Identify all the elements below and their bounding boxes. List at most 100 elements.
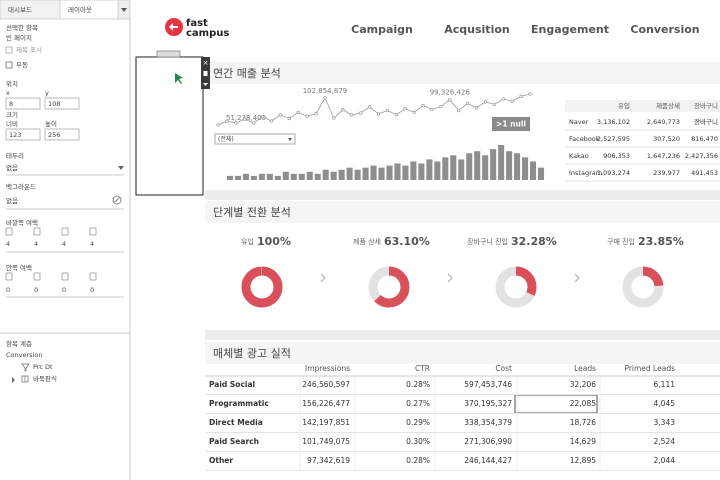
sales-bar (418, 163, 425, 180)
padding-value[interactable]: 0 (62, 286, 66, 294)
logo-mark (169, 23, 178, 31)
table-cell: 3,343 (654, 418, 676, 427)
padding-value[interactable]: 4 (62, 240, 66, 248)
table-header: Primed Leads (624, 364, 675, 373)
drag-handle[interactable] (156, 50, 181, 58)
sales-bar (282, 171, 289, 180)
dropdown-value[interactable]: 없음 (6, 197, 18, 205)
sales-bar (234, 175, 241, 180)
input[interactable] (44, 128, 80, 141)
checkbox[interactable] (5, 46, 13, 54)
sales-bar (394, 163, 401, 180)
sales-point (367, 105, 372, 109)
table-header: 제품상세 (656, 101, 680, 110)
nav-item[interactable]: Conversion (630, 23, 699, 36)
section-gap (205, 190, 720, 200)
tab-menu-icon (121, 8, 127, 12)
padding-icon (61, 227, 69, 236)
sales-bar (250, 175, 257, 180)
donut-arc (495, 266, 537, 308)
sales-bar (498, 145, 505, 180)
nav-item[interactable]: Engagement (531, 23, 609, 36)
donut-arc (622, 266, 664, 308)
stage-rate: 100% (257, 235, 291, 248)
input[interactable] (5, 97, 41, 110)
input[interactable] (5, 128, 41, 141)
table-cell: 338,354,379 (464, 418, 512, 427)
padding-value[interactable]: 4 (6, 240, 10, 248)
sales-point (492, 102, 496, 107)
sales-point (439, 104, 443, 109)
field-label: 백그라운드 (6, 182, 36, 191)
sales-point (385, 108, 390, 113)
sales-bar (226, 175, 234, 180)
table-header: 장바구니 (694, 101, 718, 110)
sales-point (234, 121, 238, 125)
no-color-icon[interactable] (112, 195, 122, 205)
sales-bar (450, 155, 457, 180)
tree-root[interactable]: Conversion (6, 351, 42, 359)
dropdown-icon (118, 166, 124, 170)
selected-heading: 선택한 항목 (6, 23, 38, 32)
menu-icon[interactable] (203, 83, 208, 86)
padding-value[interactable]: 0 (34, 286, 38, 294)
stage-name: 구매 진입 (607, 237, 635, 246)
input[interactable] (44, 97, 80, 110)
padding-value[interactable]: 4 (34, 240, 38, 248)
padding-value[interactable]: 4 (90, 240, 94, 248)
table-cell: 0.28% (406, 456, 430, 465)
section-header (205, 62, 720, 84)
sidebar: 대시보드 레이아웃 선택한 항목 빈 페이지 제목 표시 부동 위치 x y 8… (0, 0, 131, 480)
dropdown-value[interactable]: 없음 (6, 164, 18, 172)
table-cell: 2,427,356 (685, 152, 718, 160)
sales-point (278, 113, 283, 117)
table-cell: 2,527,595 (597, 135, 630, 143)
table-cell: 3,136,102 (597, 118, 630, 126)
padding-icon (61, 272, 69, 281)
sales-point (483, 100, 488, 104)
table-cell: 32,206 (570, 380, 596, 389)
sales-bar (530, 161, 537, 180)
sales-point (216, 123, 220, 127)
table-cell: 0.30% (406, 437, 430, 446)
table-cell: 816,470 (691, 135, 718, 143)
filter-icon (21, 363, 30, 372)
row-label: Other (209, 456, 233, 465)
sales-point (457, 108, 461, 113)
logo-text: campus (186, 28, 229, 39)
nav-item[interactable]: Campaign (351, 23, 413, 36)
null-badge[interactable] (492, 117, 530, 131)
nav-item[interactable]: Acqusition (444, 23, 509, 36)
checkbox-label: 제목 표시 (16, 46, 42, 54)
pin-icon[interactable] (203, 71, 208, 76)
padding-value[interactable]: 0 (6, 286, 10, 294)
sales-point (448, 98, 452, 102)
checkbox[interactable] (5, 61, 13, 69)
table-cell: 6,111 (654, 380, 676, 389)
sales-point (314, 112, 318, 116)
section-header (205, 342, 720, 364)
stage-rate: 23.85% (638, 235, 684, 248)
field-label: 테두리 (6, 151, 24, 160)
expand-icon (12, 377, 15, 383)
blank-object[interactable] (135, 56, 204, 196)
field-label: 위치 (6, 79, 18, 88)
sales-bar (506, 151, 513, 180)
padding-value[interactable]: 0 (90, 286, 94, 294)
sales-bar (537, 167, 545, 180)
table-header: Cost (495, 364, 512, 373)
sales-bar (242, 173, 249, 180)
sales-bar (386, 165, 393, 180)
sales-point (474, 106, 479, 110)
table-header: CTR (415, 364, 430, 373)
tree-item[interactable]: Prc Dt (33, 363, 53, 371)
close-icon[interactable]: × (203, 59, 209, 67)
tab-label: 레이아웃 (68, 5, 92, 14)
filter-dropdown[interactable] (214, 133, 296, 145)
selected-item: 빈 페이지 (6, 33, 32, 42)
table-cell: 307,520 (653, 135, 680, 143)
table-cell: 246,144,427 (464, 456, 512, 465)
tree-item[interactable]: 바둑판식 (33, 374, 57, 383)
table-cell: 370,195,327 (464, 399, 512, 408)
